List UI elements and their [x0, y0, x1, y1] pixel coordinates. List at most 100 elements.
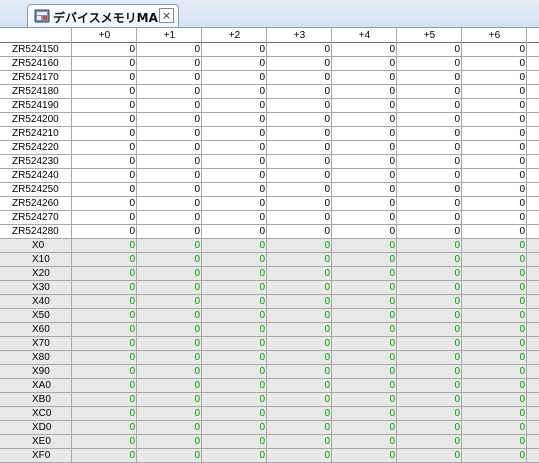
- memory-value-cell[interactable]: 0: [389, 184, 395, 195]
- memory-value-cell[interactable]: 0: [129, 338, 135, 349]
- memory-value-cell[interactable]: 0: [519, 226, 525, 237]
- memory-value-cell[interactable]: 0: [259, 142, 265, 153]
- memory-value-cell[interactable]: 0: [454, 268, 460, 279]
- memory-value-cell[interactable]: 0: [454, 366, 460, 377]
- memory-value-cell[interactable]: 0: [519, 450, 525, 461]
- memory-value-cell[interactable]: 0: [454, 226, 460, 237]
- memory-value-cell[interactable]: 0: [194, 408, 200, 419]
- memory-value-cell[interactable]: 0: [389, 338, 395, 349]
- close-icon[interactable]: ×: [159, 8, 174, 23]
- memory-value-cell[interactable]: 0: [129, 366, 135, 377]
- memory-value-cell[interactable]: 0: [324, 436, 330, 447]
- memory-value-cell[interactable]: 0: [324, 100, 330, 111]
- memory-value-cell[interactable]: 0: [129, 86, 135, 97]
- memory-value-cell[interactable]: 0: [454, 282, 460, 293]
- memory-value-cell[interactable]: 0: [259, 72, 265, 83]
- memory-value-cell[interactable]: 0: [194, 198, 200, 209]
- memory-value-cell[interactable]: 0: [519, 100, 525, 111]
- memory-value-cell[interactable]: 0: [194, 240, 200, 251]
- memory-value-cell[interactable]: 0: [324, 240, 330, 251]
- memory-value-cell[interactable]: 0: [519, 366, 525, 377]
- memory-value-cell[interactable]: 0: [129, 296, 135, 307]
- memory-value-cell[interactable]: 0: [519, 338, 525, 349]
- memory-value-cell[interactable]: 0: [324, 142, 330, 153]
- column-header[interactable]: +0: [98, 30, 111, 41]
- tab-device-memory-main[interactable]: デバイスメモリMAIN ×: [27, 4, 179, 27]
- memory-value-cell[interactable]: 0: [129, 184, 135, 195]
- memory-value-cell[interactable]: 0: [129, 100, 135, 111]
- memory-value-cell[interactable]: 0: [259, 366, 265, 377]
- memory-value-cell[interactable]: 0: [259, 100, 265, 111]
- memory-value-cell[interactable]: 0: [324, 156, 330, 167]
- memory-value-cell[interactable]: 0: [129, 380, 135, 391]
- memory-value-cell[interactable]: 0: [129, 394, 135, 405]
- memory-value-cell[interactable]: 0: [194, 422, 200, 433]
- memory-value-cell[interactable]: 0: [454, 86, 460, 97]
- memory-value-cell[interactable]: 0: [194, 156, 200, 167]
- memory-value-cell[interactable]: 0: [194, 100, 200, 111]
- memory-value-cell[interactable]: 0: [259, 268, 265, 279]
- memory-value-cell[interactable]: 0: [454, 100, 460, 111]
- memory-value-cell[interactable]: 0: [259, 156, 265, 167]
- memory-value-cell[interactable]: 0: [194, 170, 200, 181]
- memory-value-cell[interactable]: 0: [454, 254, 460, 265]
- memory-value-cell[interactable]: 0: [194, 114, 200, 125]
- memory-value-cell[interactable]: 0: [194, 58, 200, 69]
- memory-value-cell[interactable]: 0: [324, 198, 330, 209]
- memory-value-cell[interactable]: 0: [454, 44, 460, 55]
- memory-value-cell[interactable]: 0: [259, 436, 265, 447]
- memory-value-cell[interactable]: 0: [389, 282, 395, 293]
- column-header[interactable]: +6: [488, 30, 501, 41]
- memory-value-cell[interactable]: 0: [194, 380, 200, 391]
- memory-value-cell[interactable]: 0: [129, 44, 135, 55]
- memory-value-cell[interactable]: 0: [389, 296, 395, 307]
- memory-value-cell[interactable]: 0: [454, 184, 460, 195]
- memory-value-cell[interactable]: 0: [324, 296, 330, 307]
- memory-value-cell[interactable]: 0: [519, 422, 525, 433]
- memory-value-cell[interactable]: 0: [519, 142, 525, 153]
- memory-value-cell[interactable]: 0: [129, 114, 135, 125]
- memory-value-cell[interactable]: 0: [519, 212, 525, 223]
- memory-value-cell[interactable]: 0: [324, 324, 330, 335]
- memory-value-cell[interactable]: 0: [389, 268, 395, 279]
- memory-value-cell[interactable]: 0: [519, 394, 525, 405]
- memory-value-cell[interactable]: 0: [129, 240, 135, 251]
- memory-value-cell[interactable]: 0: [454, 394, 460, 405]
- memory-value-cell[interactable]: 0: [519, 268, 525, 279]
- memory-value-cell[interactable]: 0: [324, 212, 330, 223]
- memory-value-cell[interactable]: 0: [324, 380, 330, 391]
- memory-value-cell[interactable]: 0: [519, 282, 525, 293]
- memory-value-cell[interactable]: 0: [454, 450, 460, 461]
- memory-value-cell[interactable]: 0: [389, 394, 395, 405]
- memory-value-cell[interactable]: 0: [259, 184, 265, 195]
- memory-value-cell[interactable]: 0: [519, 324, 525, 335]
- memory-value-cell[interactable]: 0: [454, 324, 460, 335]
- memory-value-cell[interactable]: 0: [389, 198, 395, 209]
- memory-value-cell[interactable]: 0: [324, 338, 330, 349]
- memory-value-cell[interactable]: 0: [454, 338, 460, 349]
- memory-value-cell[interactable]: 0: [259, 170, 265, 181]
- memory-value-cell[interactable]: 0: [454, 352, 460, 363]
- memory-value-cell[interactable]: 0: [194, 72, 200, 83]
- memory-value-cell[interactable]: 0: [389, 128, 395, 139]
- memory-value-cell[interactable]: 0: [324, 282, 330, 293]
- memory-value-cell[interactable]: 0: [519, 170, 525, 181]
- memory-value-cell[interactable]: 0: [259, 296, 265, 307]
- memory-value-cell[interactable]: 0: [519, 114, 525, 125]
- memory-value-cell[interactable]: 0: [454, 198, 460, 209]
- memory-value-cell[interactable]: 0: [519, 198, 525, 209]
- memory-value-cell[interactable]: 0: [389, 156, 395, 167]
- memory-value-cell[interactable]: 0: [324, 352, 330, 363]
- memory-value-cell[interactable]: 0: [194, 352, 200, 363]
- memory-value-cell[interactable]: 0: [129, 128, 135, 139]
- memory-value-cell[interactable]: 0: [324, 184, 330, 195]
- memory-value-cell[interactable]: 0: [259, 44, 265, 55]
- memory-value-cell[interactable]: 0: [454, 380, 460, 391]
- memory-value-cell[interactable]: 0: [389, 44, 395, 55]
- memory-value-cell[interactable]: 0: [519, 240, 525, 251]
- memory-value-cell[interactable]: 0: [129, 198, 135, 209]
- memory-value-cell[interactable]: 0: [324, 366, 330, 377]
- memory-value-cell[interactable]: 0: [324, 72, 330, 83]
- memory-value-cell[interactable]: 0: [129, 170, 135, 181]
- memory-value-cell[interactable]: 0: [324, 408, 330, 419]
